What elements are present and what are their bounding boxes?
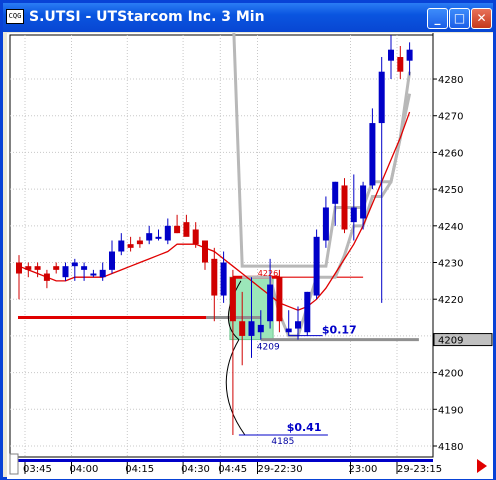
cqg-app-icon[interactable]: CQG — [6, 9, 24, 24]
candle-body — [257, 324, 264, 333]
level-entry-label: 4226 — [258, 269, 278, 278]
level-top-label: 4209 — [257, 343, 280, 353]
candle-body — [360, 185, 367, 219]
price-tick-label: 4240 — [438, 222, 463, 233]
candle-body — [267, 284, 274, 322]
price-tick-label: 4200 — [438, 369, 463, 380]
candle-body — [174, 225, 181, 234]
candle-body — [313, 236, 320, 296]
candle-body — [378, 71, 385, 124]
scroll-right-arrow-icon[interactable] — [477, 459, 487, 473]
candle-body — [322, 207, 329, 241]
chart-client-area[interactable]: $0.17 4209 $0.41 4185 4226 4280 4270 4260 4250 4… — [7, 33, 493, 479]
candle-body — [71, 262, 78, 267]
candle-body — [90, 273, 97, 276]
time-tick-label: 04:45 — [218, 464, 247, 475]
candle-body — [34, 266, 41, 270]
candle-body — [304, 291, 311, 333]
candle-body — [25, 266, 32, 270]
candle-body — [136, 240, 143, 245]
time-ticks: 03:45 04:00 04:15 04:30 04:45 29-22:30 23:00 29… — [23, 462, 442, 475]
gain-top-label: $0.17 — [322, 324, 357, 337]
price-tick-label: 4260 — [438, 148, 463, 159]
candle-body — [341, 185, 348, 230]
candle-body — [202, 240, 208, 263]
candle-body — [397, 57, 404, 72]
minimize-button[interactable]: _ — [427, 8, 448, 29]
candle-body — [239, 321, 246, 336]
annotations: $0.17 4209 $0.41 4185 4226 — [238, 269, 357, 447]
candle-body — [220, 262, 227, 296]
candle-body — [192, 229, 199, 245]
last-price-label: 4209 — [438, 336, 463, 347]
candle-body — [118, 240, 125, 252]
candle-body — [388, 49, 394, 61]
target-arc-bottom — [225, 339, 246, 436]
time-tick-label: 04:00 — [70, 464, 99, 475]
candle-body — [248, 321, 255, 336]
candle-body — [211, 258, 218, 296]
price-tick-label: 4190 — [438, 405, 463, 416]
price-tick-label: 4180 — [438, 442, 463, 453]
grid — [10, 35, 433, 457]
price-tick-label: 4280 — [438, 75, 463, 86]
candle-body — [127, 244, 134, 248]
candle-body — [183, 222, 190, 237]
time-tick-label: 23:00 — [349, 464, 378, 475]
candle-body — [285, 328, 292, 333]
candle-body — [109, 251, 115, 270]
candle-body — [99, 269, 106, 278]
time-tick-label: 03:45 — [23, 464, 52, 475]
price-chart[interactable]: $0.17 4209 $0.41 4185 4226 4280 4270 4260 4250 4… — [7, 33, 493, 479]
scroll-left-handle[interactable] — [9, 453, 19, 475]
window-title: S.UTSI - UTStarcom Inc. 3 Min — [29, 9, 265, 25]
price-tick-label: 4250 — [438, 185, 463, 196]
level-bottom-label: 4185 — [271, 437, 294, 447]
maximize-button[interactable]: □ — [449, 8, 470, 29]
candle-body — [332, 181, 339, 204]
candle-body — [229, 277, 236, 322]
time-tick-label: 04:15 — [125, 464, 154, 475]
target-arc-top — [227, 280, 242, 340]
grey-band-upper — [232, 33, 412, 268]
candle-body — [155, 236, 162, 239]
plot-frame — [9, 34, 434, 458]
candle-body — [276, 277, 283, 322]
candle-body — [295, 321, 301, 329]
candle-body — [350, 207, 357, 223]
candle-body — [62, 266, 69, 278]
time-scroll-bar[interactable] — [10, 459, 433, 462]
candle-body — [406, 49, 413, 61]
candle-body — [43, 273, 50, 281]
price-tick-label: 4230 — [438, 259, 463, 270]
title-bar[interactable]: CQG S.UTSI - UTStarcom Inc. 3 Min _ □ ✕ — [3, 3, 493, 32]
time-tick-label: 04:30 — [181, 464, 210, 475]
close-button[interactable]: ✕ — [471, 8, 492, 29]
candle-body — [16, 262, 22, 274]
price-tick-label: 4220 — [438, 295, 463, 306]
price-tick-label: 4270 — [438, 112, 463, 123]
time-tick-label: 29-23:15 — [397, 464, 442, 475]
candle-body — [81, 266, 88, 270]
candles — [16, 35, 413, 435]
candle-body — [53, 266, 60, 270]
time-tick-label: 29-22:30 — [258, 464, 303, 475]
candle-body — [369, 123, 376, 186]
last-price-box — [433, 333, 493, 347]
candle-body — [164, 225, 171, 241]
candle-body — [146, 233, 153, 241]
gain-bottom-label: $0.41 — [287, 421, 322, 434]
price-ticks: 4280427042604250424042304220421042004190… — [433, 75, 493, 453]
